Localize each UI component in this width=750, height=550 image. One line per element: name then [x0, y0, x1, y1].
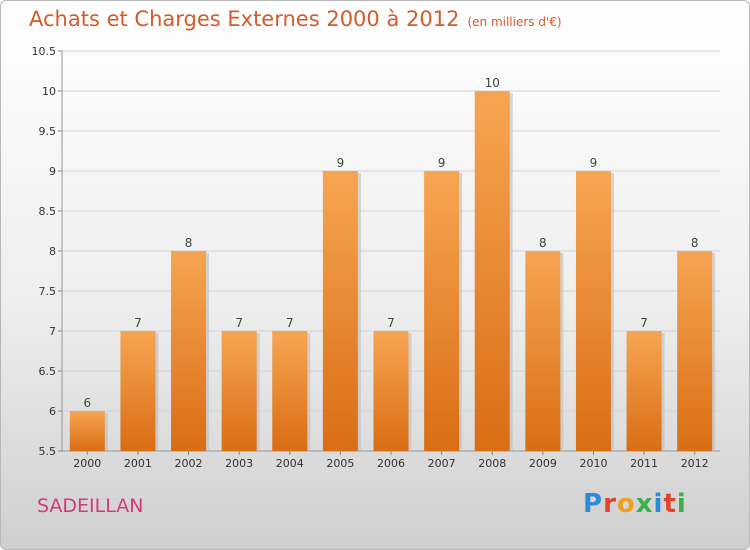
- x-tick-label: 2004: [276, 457, 304, 470]
- y-tick-label: 6: [49, 405, 56, 418]
- data-label: 9: [590, 156, 598, 170]
- bar: [373, 331, 409, 451]
- x-tick-label: 2005: [326, 457, 354, 470]
- y-tick-label: 7: [49, 325, 56, 338]
- x-tick-label: 2009: [529, 457, 557, 470]
- proxiti-logo: Proxiti: [583, 489, 687, 519]
- bar: [120, 331, 156, 451]
- x-tick-label: 2010: [579, 457, 607, 470]
- x-tick-label: 2002: [175, 457, 203, 470]
- x-tick-label: 2012: [681, 457, 709, 470]
- x-tick-label: 2008: [478, 457, 506, 470]
- x-tick-label: 2003: [225, 457, 253, 470]
- data-label: 8: [539, 236, 547, 250]
- y-tick-label: 9.5: [39, 125, 57, 138]
- bar: [272, 331, 308, 451]
- bar: [525, 251, 561, 451]
- chart-title-text: Achats et Charges Externes 2000 à 2012: [29, 7, 460, 31]
- x-tick-label: 2001: [124, 457, 152, 470]
- y-tick-label: 9: [49, 165, 56, 178]
- x-tick-label: 2000: [73, 457, 101, 470]
- y-tick-label: 6.5: [39, 365, 57, 378]
- data-label: 7: [640, 316, 648, 330]
- bar: [221, 331, 257, 451]
- data-label: 7: [235, 316, 243, 330]
- bar: [677, 251, 713, 451]
- y-tick-label: 8: [49, 245, 56, 258]
- y-tick-label: 10.5: [32, 45, 57, 58]
- chart-subtitle: (en milliers d'€): [467, 15, 562, 29]
- data-label: 8: [691, 236, 699, 250]
- x-tick-label: 2011: [630, 457, 658, 470]
- bar: [424, 171, 460, 451]
- bar: [626, 331, 662, 451]
- y-tick-label: 10: [42, 85, 56, 98]
- data-label: 10: [485, 76, 500, 90]
- chart-title: Achats et Charges Externes 2000 à 2012 (e…: [29, 7, 562, 31]
- data-label: 7: [134, 316, 142, 330]
- bar: [575, 171, 611, 451]
- bar: [69, 411, 105, 451]
- data-label: 7: [387, 316, 395, 330]
- x-tick-label: 2007: [428, 457, 456, 470]
- data-label: 7: [286, 316, 294, 330]
- bar: [171, 251, 207, 451]
- commune-name: SADEILLAN: [37, 495, 144, 517]
- y-tick-label: 8.5: [39, 205, 57, 218]
- y-tick-label: 7.5: [39, 285, 57, 298]
- y-tick-label: 5.5: [39, 445, 57, 458]
- data-label: 8: [185, 236, 193, 250]
- bar: [474, 91, 510, 451]
- x-tick-label: 2006: [377, 457, 405, 470]
- bar: [322, 171, 358, 451]
- data-label: 9: [337, 156, 345, 170]
- data-label: 6: [83, 396, 91, 410]
- data-label: 9: [438, 156, 446, 170]
